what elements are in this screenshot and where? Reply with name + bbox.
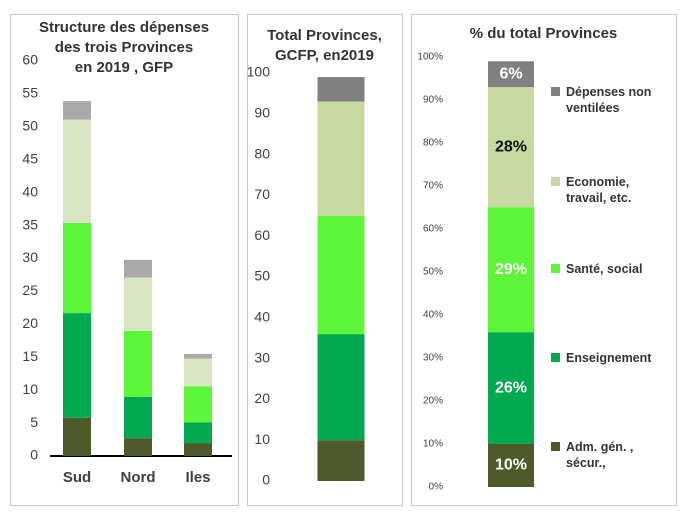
y-tick-label: 15 <box>22 348 38 364</box>
y-tick-label: 70% <box>423 181 443 192</box>
y-tick-label: 50 <box>254 268 270 284</box>
bar-segment <box>63 101 91 120</box>
y-tick-label: 10% <box>423 439 443 450</box>
legend-swatch <box>551 87 560 96</box>
y-tick-label: 40% <box>423 310 443 321</box>
y-tick-label: 55 <box>22 85 38 101</box>
bar-segment <box>63 313 91 418</box>
panel-frame <box>247 14 403 506</box>
y-tick-label: 40 <box>22 183 38 199</box>
chart-title: Structure des dépenses des trois Provinc… <box>38 19 210 76</box>
bar-segment <box>184 422 212 444</box>
bar-segment <box>184 443 212 456</box>
panel-frame <box>411 14 677 506</box>
y-tick-label: 60 <box>22 52 38 68</box>
bar-segment <box>317 334 365 441</box>
y-tick-label: 50 <box>22 118 38 134</box>
y-tick-label: 0 <box>262 472 270 488</box>
y-tick-label: 30 <box>254 349 270 365</box>
y-tick-label: 35 <box>22 216 38 232</box>
y-tick-label: 0% <box>429 482 444 493</box>
legend-label: Enseignement <box>566 351 652 365</box>
y-tick-label: 30% <box>423 353 443 364</box>
bar-segment <box>63 222 91 314</box>
x-tick-label: Sud <box>63 469 91 486</box>
y-tick-label: 50% <box>423 267 443 278</box>
bar-segment <box>317 215 365 335</box>
panel-frame <box>10 14 239 506</box>
bar-segment <box>124 277 152 331</box>
legend-item: Adm. gén. , sécur., <box>551 439 661 471</box>
bar-segment <box>184 386 212 423</box>
bar-segment <box>63 417 91 456</box>
legend-item: Santé, social <box>551 261 661 277</box>
bar-segment <box>124 330 152 397</box>
y-tick-label: 30 <box>22 249 38 265</box>
legend-swatch <box>551 264 560 273</box>
y-tick-label: 90 <box>254 105 270 121</box>
y-tick-label: 10 <box>254 431 270 447</box>
y-tick-label: 80 <box>254 145 270 161</box>
y-tick-label: 80% <box>423 138 443 149</box>
bar-segment <box>124 438 152 456</box>
y-tick-label: 25 <box>22 282 38 298</box>
y-tick-label: 45 <box>22 150 38 166</box>
y-tick-label: 60 <box>254 227 270 243</box>
legend-swatch <box>551 442 560 451</box>
legend-label: Dépenses non ventilées <box>566 85 652 115</box>
bar-segment <box>184 358 212 387</box>
legend-label: Adm. gén. , sécur., <box>566 440 634 470</box>
y-tick-label: 100 <box>247 64 271 80</box>
bar-segment <box>488 61 534 88</box>
y-tick-label: 60% <box>423 224 443 235</box>
y-tick-label: 20 <box>254 390 270 406</box>
legend-label: Economie, travail, etc. <box>566 175 632 205</box>
data-label: 6% <box>499 65 522 82</box>
data-label: 26% <box>495 379 527 396</box>
bar-segment <box>63 119 91 223</box>
legend-item: Dépenses non ventilées <box>551 84 661 116</box>
legend-swatch <box>551 353 560 362</box>
bar-segment <box>488 444 534 487</box>
legend-item: Enseignement <box>551 350 661 366</box>
bar-segment <box>317 101 365 216</box>
bar-segment <box>184 353 212 359</box>
legend-item: Economie, travail, etc. <box>551 174 661 206</box>
y-tick-label: 0 <box>30 447 38 463</box>
x-tick-label: Nord <box>121 469 156 486</box>
y-tick-label: 20% <box>423 396 443 407</box>
bar-segment <box>488 332 534 444</box>
y-tick-label: 5 <box>30 414 38 430</box>
bar-segment <box>124 396 152 439</box>
y-tick-label: 90% <box>423 95 443 106</box>
bar-segment <box>124 259 152 278</box>
data-label: 28% <box>495 139 527 156</box>
y-tick-label: 20 <box>22 315 38 331</box>
y-tick-label: 100% <box>417 52 443 63</box>
chart-title: Total Provinces, GCFP, en2019 <box>267 27 382 64</box>
bar-segment <box>317 440 365 481</box>
y-tick-label: 40 <box>254 309 270 325</box>
bar-segment <box>317 77 365 102</box>
data-label: 10% <box>495 457 527 474</box>
legend-label: Santé, social <box>566 262 643 276</box>
data-label: 29% <box>495 261 527 278</box>
x-tick-label: Iles <box>185 469 210 486</box>
bar-segment <box>488 207 534 333</box>
y-tick-label: 70 <box>254 186 270 202</box>
chart-title: % du total Provinces <box>469 25 618 42</box>
bar-segment <box>488 87 534 208</box>
legend-swatch <box>551 177 560 186</box>
y-tick-label: 10 <box>22 381 38 397</box>
